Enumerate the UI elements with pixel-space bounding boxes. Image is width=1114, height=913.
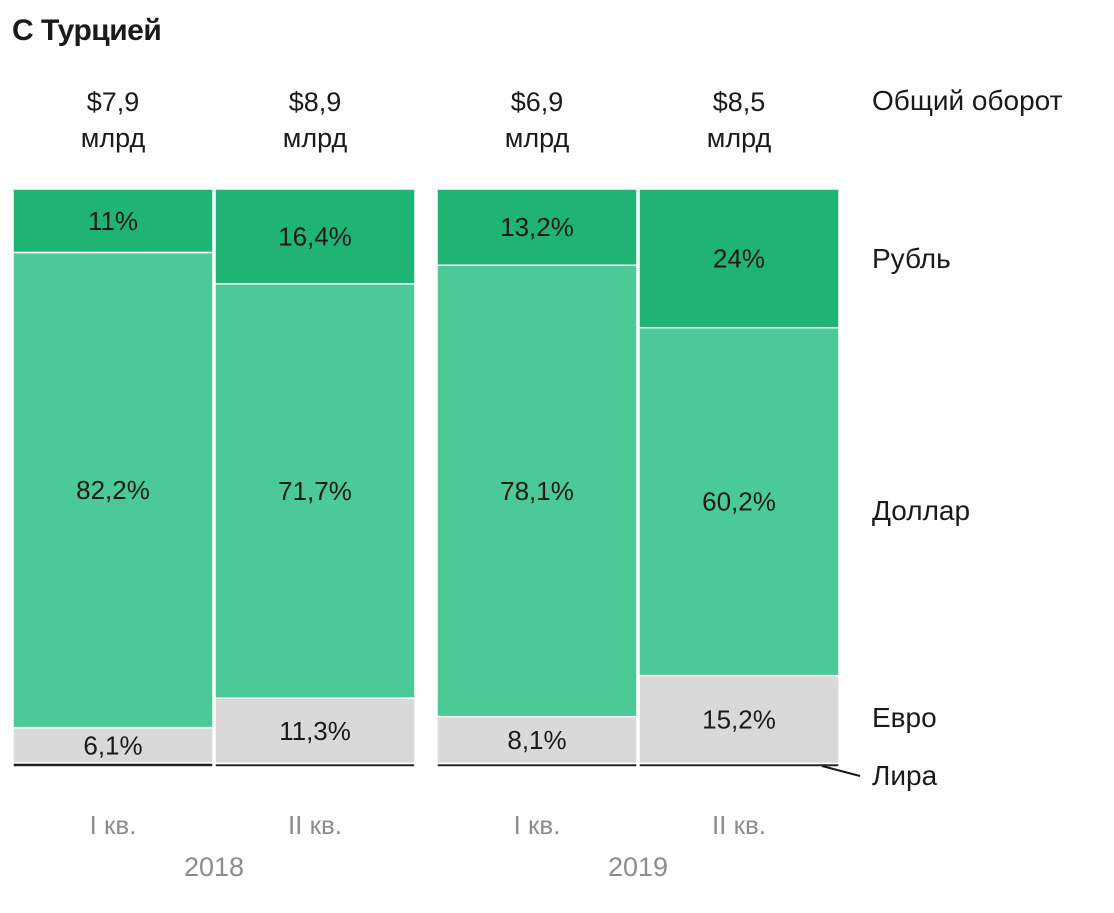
bar-segment-ruble xyxy=(12,188,214,254)
bar-segment-lira xyxy=(12,762,214,768)
segment-value-label: 13,2% xyxy=(500,212,574,242)
segment-value-label: 11% xyxy=(88,206,138,236)
bar-segment-dollar xyxy=(12,251,214,729)
legend-dollar: Доллар xyxy=(872,495,971,526)
total-q1-2019: $6,9 млрд xyxy=(437,84,637,156)
total-unit: млрд xyxy=(282,123,348,153)
bars-layer xyxy=(12,188,840,768)
total-q2-2019: $8,5 млрд xyxy=(639,84,839,156)
segment-value-label: 6,1% xyxy=(83,730,142,760)
total-amount: $8,5 xyxy=(712,87,766,117)
bar-segment-euro xyxy=(12,726,214,764)
lira-leader-line xyxy=(821,765,861,777)
segment-value-label: 71,7% xyxy=(278,476,352,506)
total-q2-2018: $8,9 млрд xyxy=(215,84,415,156)
bar-segment-dollar xyxy=(436,264,638,718)
segment-value-label: 16,4% xyxy=(278,221,352,251)
total-amount: $7,9 xyxy=(86,87,140,117)
legend-lira: Лира xyxy=(872,760,938,791)
segment-value-label: 24% xyxy=(713,243,765,273)
bar-segment-dollar xyxy=(638,326,840,677)
total-q1-2018: $7,9 млрд xyxy=(13,84,213,156)
legend-euro: Евро xyxy=(872,702,937,733)
total-unit: млрд xyxy=(706,123,772,153)
category-label: II кв. xyxy=(711,810,767,840)
bar-segment-ruble xyxy=(638,188,840,329)
bar-segment-euro xyxy=(638,674,840,765)
year-label-2019: 2019 xyxy=(607,852,669,882)
category-label: I кв. xyxy=(513,810,561,840)
bar-segment-lira xyxy=(214,762,416,768)
bar-segment-euro xyxy=(214,697,416,765)
bar-segment-lira xyxy=(436,762,638,768)
total-unit: млрд xyxy=(504,123,570,153)
year-label-2018: 2018 xyxy=(183,852,245,882)
bar-segment-lira xyxy=(638,762,840,768)
segment-value-label: 82,2% xyxy=(76,475,150,505)
bar-segment-dollar xyxy=(214,283,416,699)
category-label: II кв. xyxy=(287,810,343,840)
segment-value-label: 15,2% xyxy=(702,705,776,735)
bar-segment-euro xyxy=(436,715,638,765)
chart-title: С Турцией xyxy=(12,14,162,47)
bar-segment-ruble xyxy=(436,188,638,267)
totals-label: Общий оборот xyxy=(872,85,1063,116)
bar-segment-ruble xyxy=(214,188,416,285)
segment-value-label: 8,1% xyxy=(507,725,566,755)
category-label: I кв. xyxy=(89,810,137,840)
segment-value-label: 11,3% xyxy=(279,716,351,746)
total-amount: $6,9 xyxy=(510,87,564,117)
total-unit: млрд xyxy=(80,123,146,153)
total-amount: $8,9 xyxy=(288,87,342,117)
legend-ruble: Рубль xyxy=(872,243,951,274)
segment-value-label: 78,1% xyxy=(500,476,574,506)
segment-value-label: 60,2% xyxy=(702,487,776,517)
segment-labels-layer: 11% 82,2% 6,1% 16,4% 71,7% 11,3% 13,2% 78,1% 8,1… xyxy=(76,206,776,761)
